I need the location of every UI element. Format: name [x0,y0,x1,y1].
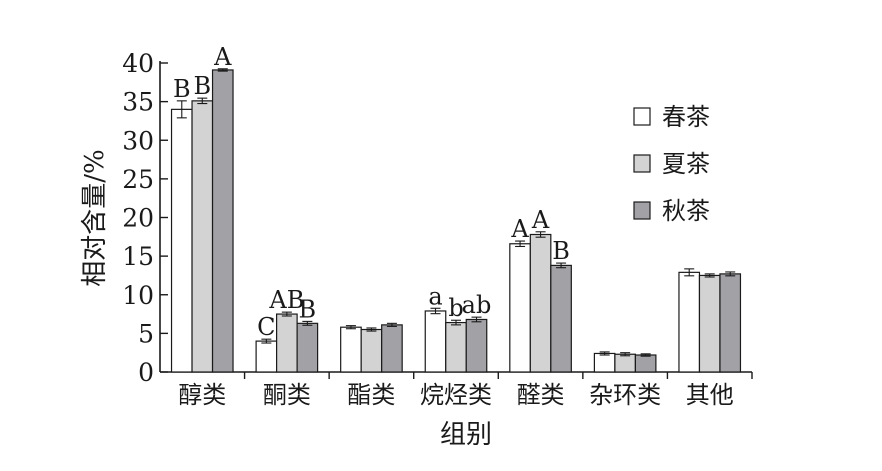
bar [276,313,298,373]
y-tick-label: 30 [122,126,154,155]
bar [296,322,319,373]
legend-swatch [633,154,651,173]
bar [465,318,488,373]
bar [445,321,467,373]
significance-label: a [428,282,442,310]
x-tick-label: 烷烃类 [420,381,492,409]
significance-label: B [299,295,317,323]
bar [170,108,193,373]
x-tick-label: 酮类 [263,381,311,409]
bar [698,274,721,373]
significance-label: B [193,72,211,100]
bar [340,326,362,373]
significance-label: A [213,43,232,71]
bar [255,340,278,373]
bar [381,324,403,373]
significance-label: B [552,237,570,265]
y-tick-label: 25 [122,165,154,194]
y-tick-label: 0 [138,358,154,387]
bar [678,271,701,373]
y-tick-label: 10 [122,281,154,310]
x-tick-label: 醇类 [178,381,226,409]
significance-label: A [510,215,529,243]
y-axis-title: 相对含量/% [80,149,110,286]
legend-swatch [633,201,651,220]
legend-label: 夏茶 [662,150,710,178]
bar [634,354,657,373]
x-tick-label: 杂环类 [589,381,661,409]
y-tick-label: 5 [138,319,154,348]
bar [211,69,234,373]
x-axis-title: 组别 [440,420,492,450]
significance-label: C [257,313,275,341]
significance-label: B [173,75,191,103]
y-tick-label: 20 [122,204,154,233]
x-tick-label: 酯类 [347,381,395,409]
y-tick-label: 35 [122,88,154,117]
significance-label: A [531,206,550,234]
significance-label: ab [462,291,492,319]
bar [509,243,531,373]
bar [360,328,383,373]
bar [614,353,636,373]
bar [550,264,572,373]
y-tick-label: 40 [122,49,154,78]
significance-label: b [448,294,463,322]
y-tick-label: 15 [122,242,154,271]
x-tick-label: 其他 [686,381,734,409]
bar [719,273,742,373]
legend-label: 秋茶 [662,197,710,225]
significance-label: AB [268,286,304,314]
bar [529,233,552,373]
legend-label: 春茶 [662,103,710,131]
legend-swatch [633,107,651,126]
bar [424,310,447,373]
bar [593,352,616,373]
x-tick-label: 醛类 [517,381,565,409]
bar [191,100,214,373]
